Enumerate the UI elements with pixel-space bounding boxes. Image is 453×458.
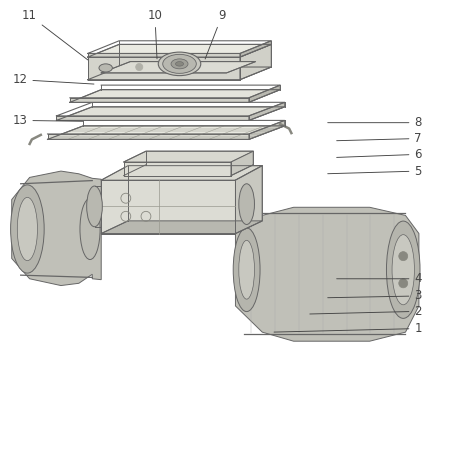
Polygon shape [101,180,236,234]
Polygon shape [124,162,231,175]
Ellipse shape [175,61,183,66]
Polygon shape [249,120,284,139]
Polygon shape [240,44,271,80]
Circle shape [399,279,408,288]
Text: 3: 3 [328,289,422,302]
Text: 11: 11 [22,9,88,60]
Ellipse shape [158,52,201,76]
Circle shape [135,63,143,71]
Polygon shape [12,171,101,285]
Polygon shape [236,207,419,341]
Polygon shape [101,166,262,180]
FancyBboxPatch shape [173,65,186,75]
Text: 7: 7 [337,132,422,145]
Polygon shape [124,151,253,162]
Text: 13: 13 [13,114,83,127]
Polygon shape [88,67,271,80]
Text: 8: 8 [328,116,422,129]
Polygon shape [88,44,271,57]
Polygon shape [88,57,240,80]
Ellipse shape [392,234,414,305]
Ellipse shape [239,184,255,224]
Polygon shape [88,54,240,57]
Ellipse shape [87,186,102,227]
Ellipse shape [80,198,100,260]
Polygon shape [70,90,280,102]
Polygon shape [101,221,262,234]
Text: 1: 1 [274,322,422,335]
Polygon shape [57,107,284,120]
Ellipse shape [17,197,38,261]
Text: 2: 2 [310,305,422,318]
Text: 5: 5 [328,164,422,178]
Text: 12: 12 [12,73,94,86]
Text: 9: 9 [205,9,226,59]
Polygon shape [240,41,271,57]
Polygon shape [48,134,249,139]
Ellipse shape [171,59,188,69]
Circle shape [399,251,408,261]
Polygon shape [249,102,284,120]
Ellipse shape [386,221,420,318]
Text: 6: 6 [337,148,422,161]
Polygon shape [249,85,280,102]
Text: 4: 4 [337,272,422,285]
Ellipse shape [239,240,255,299]
Ellipse shape [99,64,112,72]
Polygon shape [231,151,253,175]
Polygon shape [236,166,262,234]
Polygon shape [70,98,249,102]
Polygon shape [48,126,284,139]
Ellipse shape [10,185,44,273]
Ellipse shape [233,228,260,311]
Text: 10: 10 [148,9,162,59]
Polygon shape [101,61,255,73]
Polygon shape [57,116,249,120]
Ellipse shape [163,55,196,73]
